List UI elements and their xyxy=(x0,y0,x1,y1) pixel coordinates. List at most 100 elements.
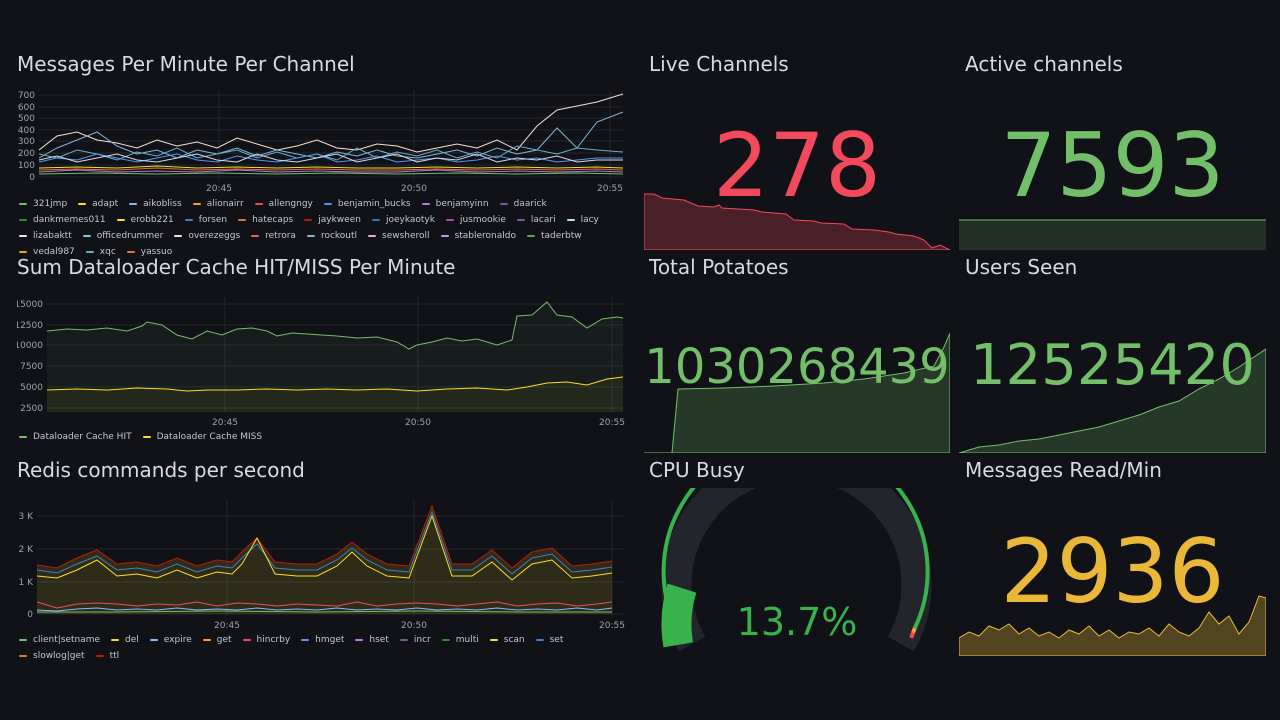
cpu-busy-title[interactable]: CPU Busy xyxy=(649,458,745,482)
users-seen-title[interactable]: Users Seen xyxy=(965,255,1078,279)
y-axis-tick-label: 200 xyxy=(18,149,35,159)
legend-item[interactable]: hincrby xyxy=(242,635,290,645)
legend-item[interactable]: lizabaktt xyxy=(19,231,72,241)
y-axis-tick-label: 700 xyxy=(18,91,35,101)
legend-item[interactable]: jaykween xyxy=(304,215,361,225)
legend-item[interactable]: get xyxy=(202,635,232,645)
legend-item[interactable]: 321jmp xyxy=(19,199,67,209)
y-axis-tick-label: 0 xyxy=(27,610,33,620)
legend-item[interactable]: joeykaotyk xyxy=(371,215,435,225)
legend-item[interactable]: dankmemes011 xyxy=(19,215,106,225)
scan-line xyxy=(36,514,613,581)
messages-read-panel: Messages Read/Min 2936 xyxy=(959,458,1266,656)
threshold-red xyxy=(909,632,915,639)
threshold-green xyxy=(661,488,930,640)
legend-item[interactable]: adapt xyxy=(78,199,118,209)
legend-item[interactable]: set xyxy=(535,635,563,645)
x-axis-tick-label: 20:50 xyxy=(401,621,427,631)
legend-item[interactable]: benjamin_bucks xyxy=(323,199,411,209)
legend-swatch xyxy=(440,235,449,237)
legend-swatch xyxy=(78,203,87,205)
y-axis-tick-label: 100 xyxy=(18,161,35,171)
legend-item[interactable]: slowlog|get xyxy=(19,651,85,661)
miss-line xyxy=(46,376,624,392)
legend-label: hset xyxy=(369,635,389,645)
y-axis-tick-label: 1 K xyxy=(19,578,35,588)
legend-swatch xyxy=(489,639,498,641)
total-potatoes-panel: Total Potatoes 1030268439 xyxy=(644,255,950,453)
active-channels-title[interactable]: Active channels xyxy=(965,52,1123,76)
legend-item[interactable]: officedrummer xyxy=(82,231,163,241)
legend-swatch xyxy=(301,639,310,641)
legend-label: forsen xyxy=(198,215,228,225)
legend-item[interactable]: lacy xyxy=(566,215,599,225)
y-axis-tick-label: 3 K xyxy=(19,512,35,522)
legend-item[interactable]: client|setname xyxy=(19,635,100,645)
legend-item[interactable]: stableronaldo xyxy=(440,231,516,241)
legend-item[interactable]: forsen xyxy=(184,215,228,225)
legend-item[interactable]: yassuo xyxy=(126,247,172,257)
legend-item[interactable]: lacari xyxy=(516,215,556,225)
legend-item[interactable]: retrora xyxy=(251,231,296,241)
messages-per-minute-title[interactable]: Messages Per Minute Per Channel xyxy=(17,52,355,76)
legend-item[interactable]: hatecaps xyxy=(238,215,293,225)
x-axis-tick-label: 20:45 xyxy=(212,418,238,428)
set-line xyxy=(36,510,613,575)
legend-item[interactable]: Dataloader Cache MISS xyxy=(142,432,262,442)
legend-item[interactable]: sewsheroll xyxy=(368,231,430,241)
total-potatoes-title[interactable]: Total Potatoes xyxy=(649,255,789,279)
x-axis-tick-label: 20:45 xyxy=(214,621,240,631)
legend-item[interactable]: alionairr xyxy=(192,199,244,209)
legend-swatch xyxy=(85,251,94,253)
legend-label: sewsheroll xyxy=(382,231,430,241)
legend-item[interactable]: hmget xyxy=(301,635,344,645)
legend-swatch xyxy=(19,251,27,253)
legend-item[interactable]: jusmookie xyxy=(445,215,506,225)
cpu-busy-panel: CPU Busy 13.7% xyxy=(644,458,950,656)
redis-title[interactable]: Redis commands per second xyxy=(17,458,305,482)
redis-chart[interactable]: 3 K 2 K 1 K 0 20:45 20:50 20:55 xyxy=(17,498,627,633)
legend-swatch xyxy=(306,235,315,237)
legend-item[interactable]: ttl xyxy=(95,651,119,661)
x-axis-tick-label: 20:55 xyxy=(599,621,625,631)
legend-item[interactable]: xqc xyxy=(85,247,116,257)
dataloader-title[interactable]: Sum Dataloader Cache HIT/MISS Per Minute xyxy=(17,255,456,279)
legend-label: 321jmp xyxy=(33,199,68,209)
legend-swatch xyxy=(445,219,454,221)
legend-label: benjamyinn xyxy=(435,199,489,209)
dataloader-chart[interactable]: 15000 12500 10000 7500 5000 2500 20:45 20:50 20… xyxy=(17,295,627,430)
legend-item[interactable]: incr xyxy=(399,635,431,645)
legend-swatch xyxy=(251,235,260,237)
legend-item[interactable]: hset xyxy=(355,635,389,645)
legend-item[interactable]: multi xyxy=(441,635,479,645)
legend-swatch xyxy=(516,219,525,221)
legend-label: rockoutl xyxy=(320,231,358,241)
live-channels-title[interactable]: Live Channels xyxy=(649,52,789,76)
y-axis-tick-label: 400 xyxy=(18,126,35,136)
legend-item[interactable]: rockoutl xyxy=(306,231,358,241)
legend-item[interactable]: allengngy xyxy=(254,199,313,209)
legend-swatch xyxy=(129,203,138,205)
legend-item[interactable]: erobb221 xyxy=(116,215,174,225)
legend-swatch xyxy=(421,203,430,205)
legend-item[interactable]: daarick xyxy=(499,199,547,209)
legend-item[interactable]: aikobliss xyxy=(129,199,182,209)
legend-item[interactable]: benjamyinn xyxy=(421,199,489,209)
legend-item[interactable]: Dataloader Cache HIT xyxy=(19,432,132,442)
legend-item[interactable]: scan xyxy=(489,635,525,645)
legend-item[interactable]: overezeggs xyxy=(174,231,240,241)
dataloader-legend: Dataloader Cache HIT Dataloader Cache MIS… xyxy=(19,432,619,442)
x-axis-tick-label: 20:45 xyxy=(206,184,232,194)
legend-item[interactable]: del xyxy=(111,635,139,645)
legend-swatch xyxy=(499,203,508,205)
legend-item[interactable]: taderbtw xyxy=(527,231,582,241)
messages-read-title[interactable]: Messages Read/Min xyxy=(965,458,1162,482)
legend-swatch xyxy=(19,219,27,221)
legend-item[interactable]: expire xyxy=(149,635,192,645)
legend-item[interactable]: vedal987 xyxy=(19,247,75,257)
gauge-track xyxy=(661,488,932,652)
legend-swatch xyxy=(19,203,27,205)
total-potatoes-value: 1030268439 xyxy=(644,339,950,395)
legend-label: taderbtw xyxy=(541,231,582,241)
